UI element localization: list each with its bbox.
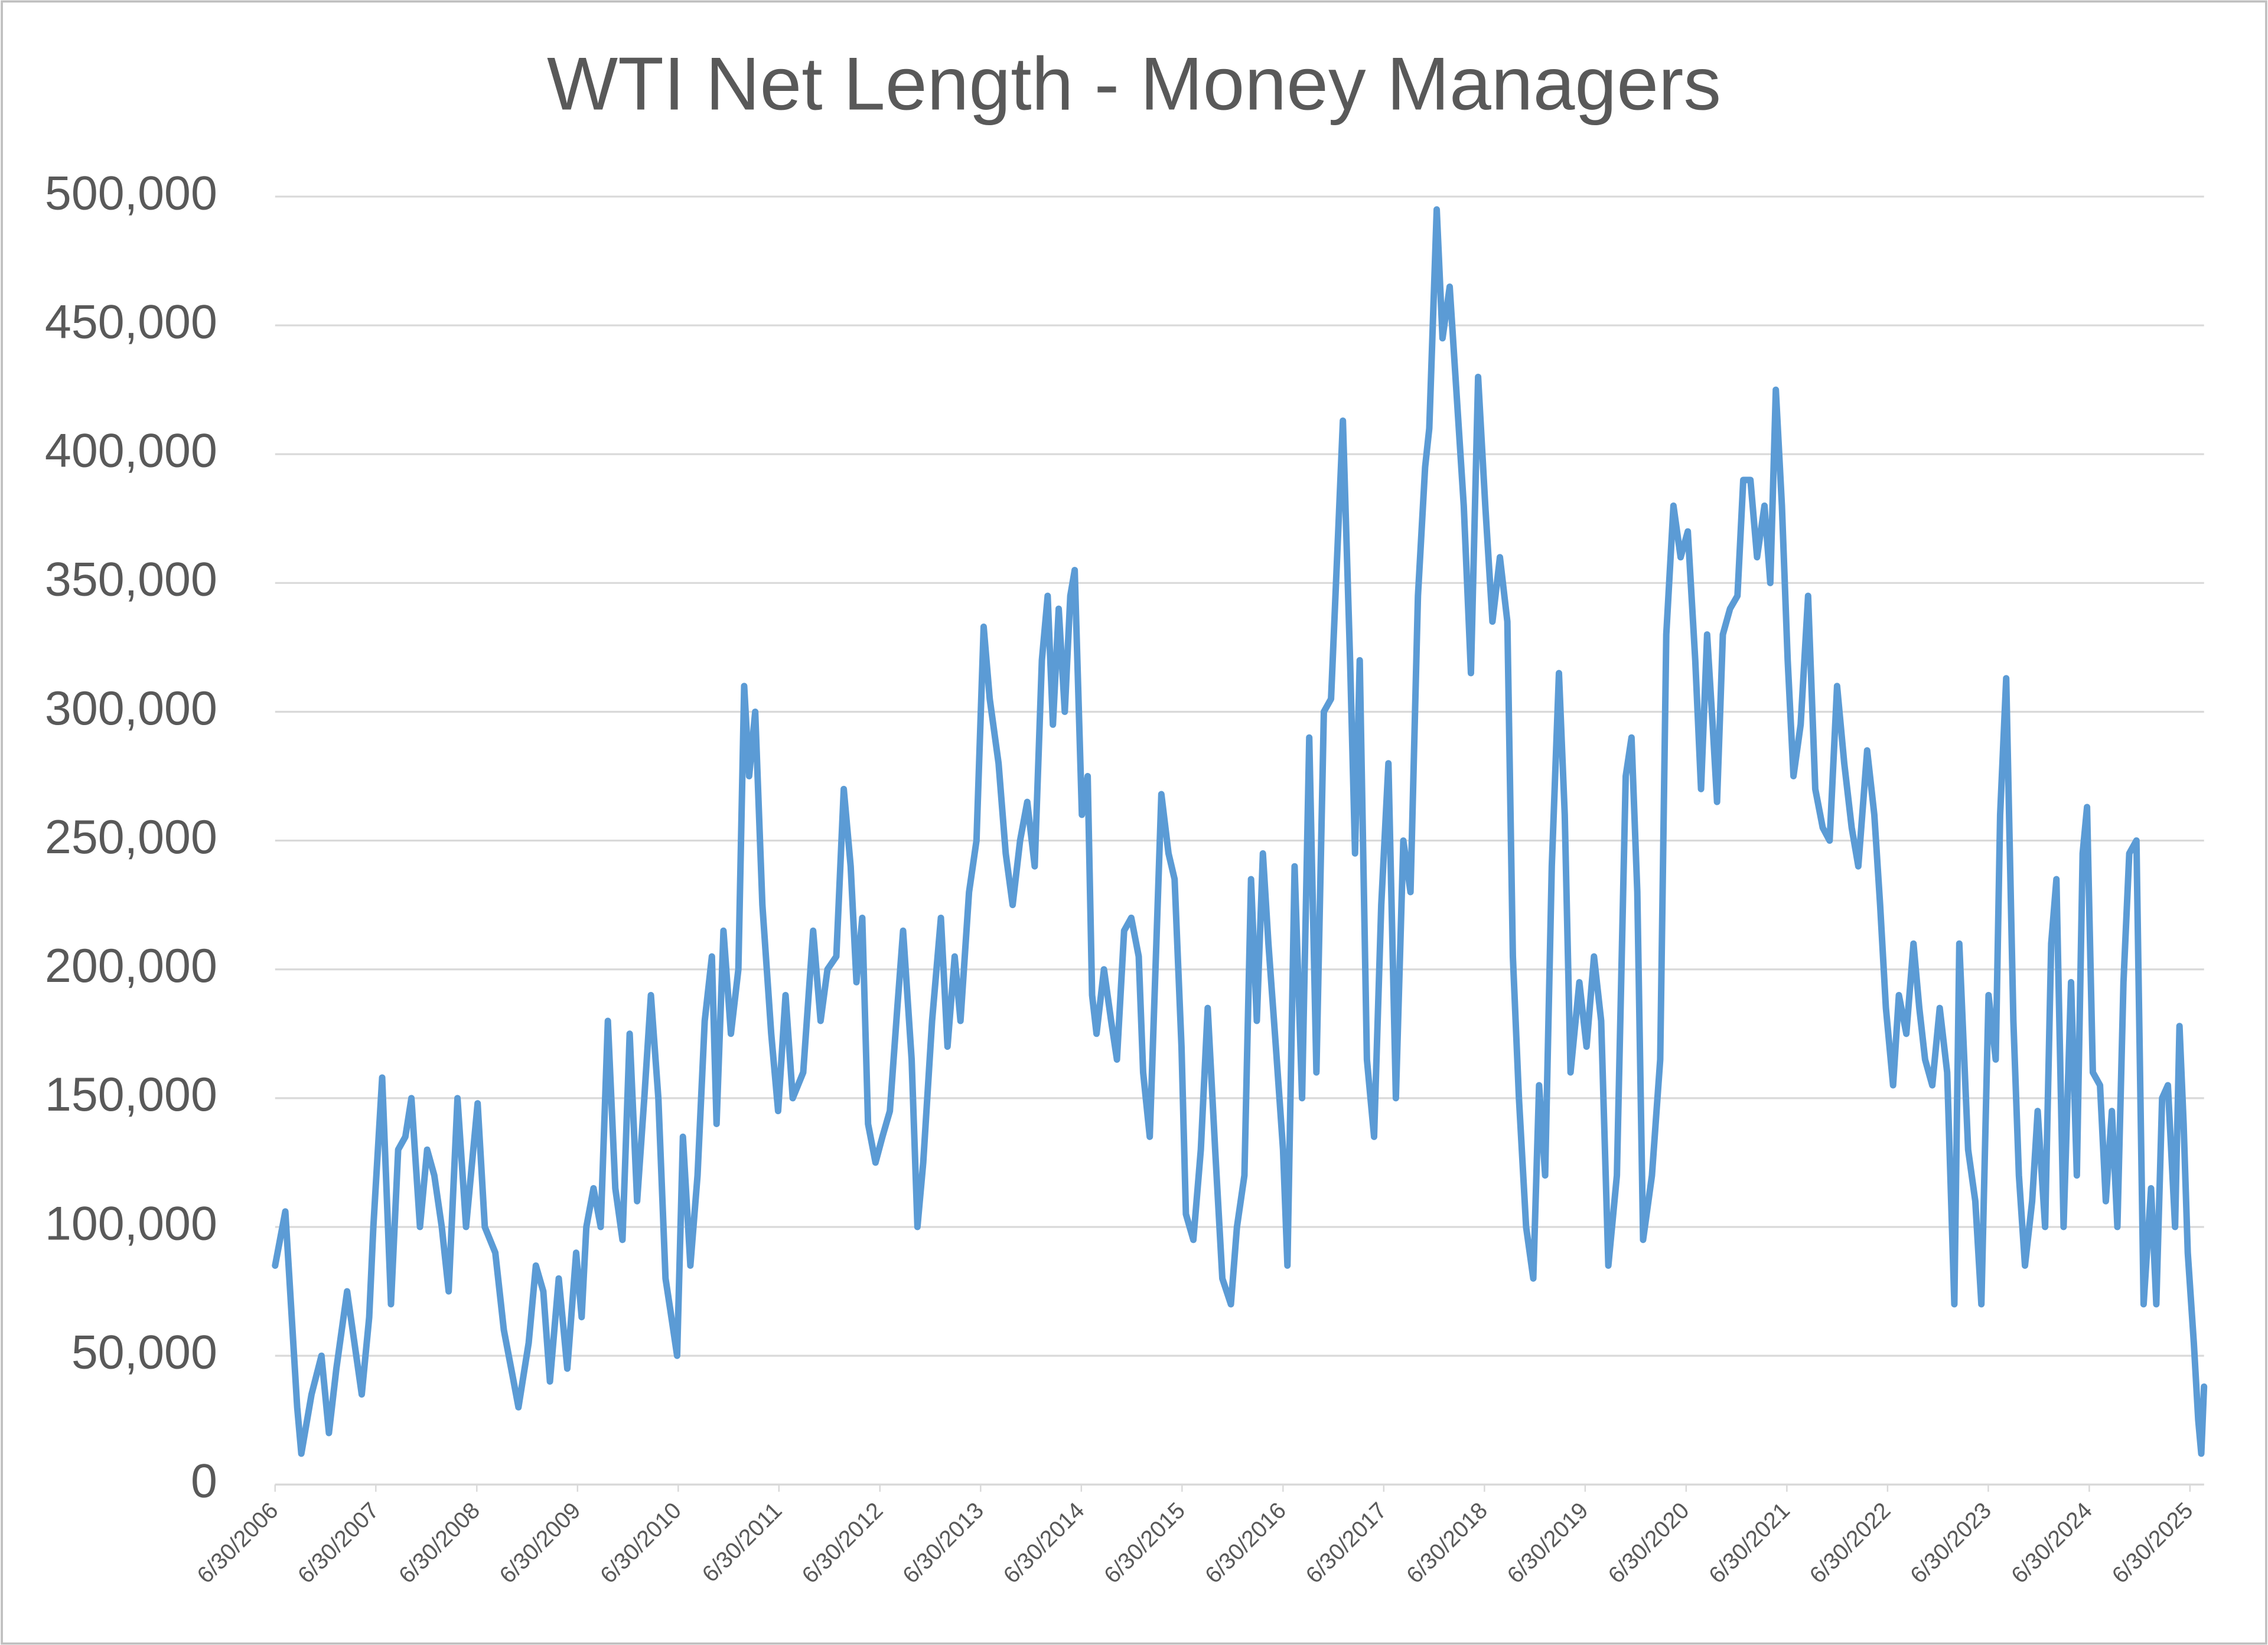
y-tick-label: 100,000	[45, 1197, 217, 1250]
y-tick-label: 500,000	[45, 167, 217, 220]
y-tick-label: 0	[191, 1455, 217, 1508]
y-tick-label: 300,000	[45, 682, 217, 735]
y-tick-label: 250,000	[45, 811, 217, 864]
y-tick-label: 50,000	[71, 1326, 217, 1379]
chart-title: WTI Net Length - Money Managers	[547, 41, 1721, 125]
y-tick-label: 400,000	[45, 425, 217, 478]
y-tick-label: 450,000	[45, 295, 217, 348]
y-tick-label: 150,000	[45, 1068, 217, 1121]
y-tick-label: 200,000	[45, 939, 217, 993]
data-line	[272, 206, 2208, 1457]
y-tick-label: 350,000	[45, 553, 217, 606]
